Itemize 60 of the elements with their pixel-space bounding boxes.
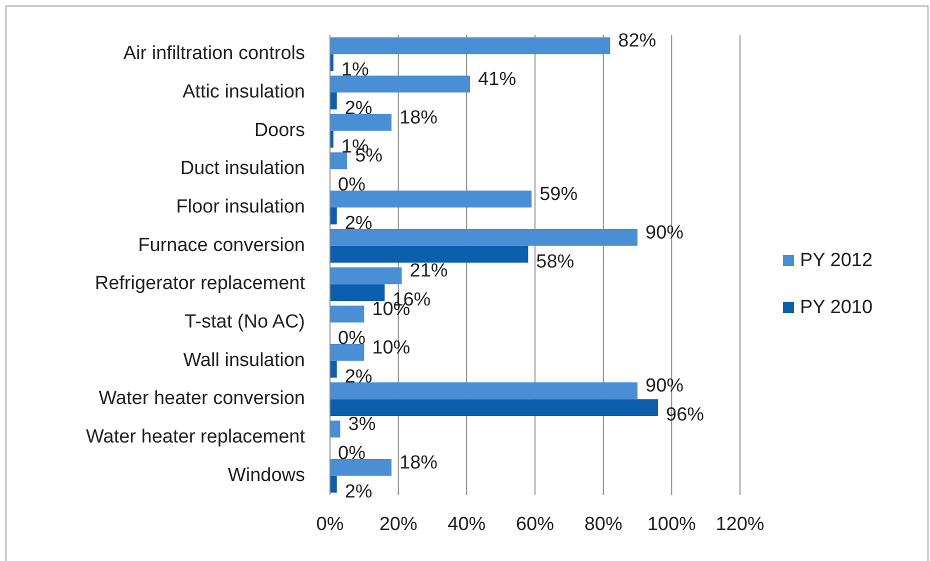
bar [330, 344, 364, 361]
x-tick-label: 100% [647, 514, 696, 535]
data-label: 2% [344, 212, 372, 234]
y-tick-label: Water heater replacement [86, 426, 306, 448]
data-label: 2% [344, 481, 372, 502]
y-tick-label: Doors [254, 120, 305, 141]
data-label: 21% [410, 260, 448, 282]
data-label: 0% [338, 328, 366, 349]
bar [330, 267, 402, 284]
x-tick-label: 0% [316, 514, 344, 535]
data-label: 3% [348, 414, 376, 436]
bar [330, 246, 528, 263]
data-label: 18% [400, 107, 438, 128]
data-label: 1% [341, 60, 369, 81]
x-tick-label: 120% [716, 514, 764, 535]
data-label: 96% [666, 404, 704, 426]
data-label: 58% [536, 251, 574, 272]
legend-label: PY 2010 [800, 297, 873, 318]
y-tick-label: Wall insulation [183, 350, 305, 371]
y-tick-label: Water heater conversion [98, 388, 305, 410]
x-tick-label: 60% [516, 514, 554, 535]
data-label: 18% [400, 452, 438, 474]
data-label: 2% [344, 366, 372, 388]
legend-label: PY 2012 [800, 250, 873, 272]
y-tick-label: Refrigerator replacement [94, 273, 306, 294]
data-label: 0% [338, 442, 366, 464]
y-tick-label: T-stat (No AC) [184, 312, 305, 333]
bar [330, 37, 610, 54]
bar [330, 114, 392, 131]
bar [330, 420, 340, 438]
y-tick-label: Furnace conversion [138, 234, 305, 256]
x-tick-label: 20% [379, 514, 418, 535]
x-tick-label: 40% [448, 514, 486, 535]
data-label: 59% [540, 184, 578, 206]
bar [330, 399, 658, 416]
y-tick-label: Attic insulation [182, 82, 305, 103]
bar [330, 306, 364, 322]
y-tick-label: Air infiltration controls [123, 43, 305, 64]
bar [330, 284, 385, 302]
bar [330, 228, 638, 246]
bar [330, 152, 348, 170]
bar [330, 76, 470, 92]
bar [330, 92, 337, 110]
bar [330, 190, 532, 208]
bar [330, 382, 638, 400]
y-tick-label: Floor insulation [176, 196, 305, 218]
bar [330, 208, 337, 224]
y-tick-label: Duct insulation [180, 158, 305, 180]
data-label: 90% [646, 376, 684, 397]
data-label: 2% [344, 98, 372, 119]
y-tick-label: Windows [228, 464, 305, 486]
data-label: 0% [338, 174, 366, 196]
data-label: 90% [646, 222, 684, 244]
bar [330, 458, 392, 476]
data-label: 41% [478, 69, 516, 90]
data-label: 82% [618, 30, 656, 52]
data-label: 10% [372, 337, 410, 358]
x-tick-label: 80% [584, 514, 622, 535]
bar [330, 476, 337, 493]
bar [330, 360, 337, 378]
